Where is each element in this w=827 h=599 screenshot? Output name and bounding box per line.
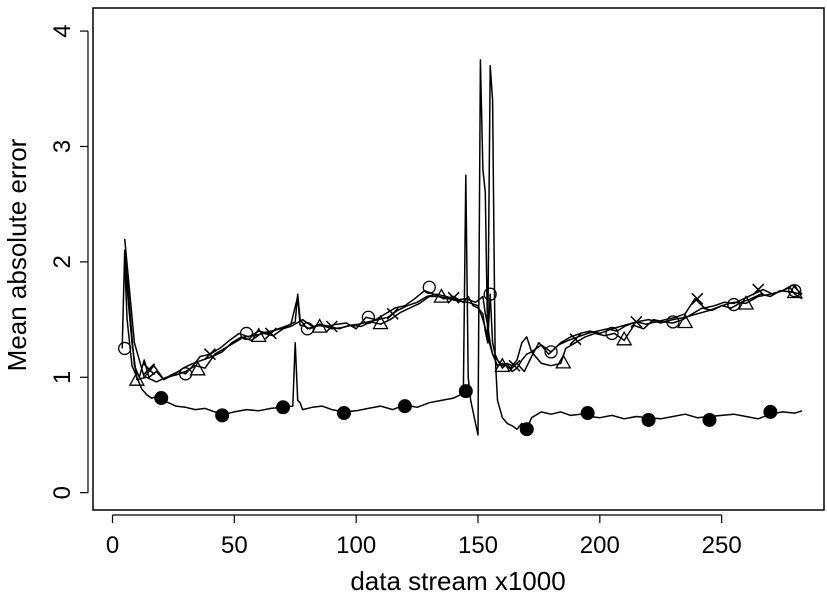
series-4-marker — [763, 404, 778, 419]
series-1-marker — [239, 326, 254, 341]
x-tick-label: 50 — [221, 532, 248, 559]
x-tick-label: 150 — [458, 532, 498, 559]
series-2-marker — [555, 353, 572, 369]
y-axis-title: Mean absolute error — [2, 138, 32, 371]
series-4-marker — [458, 384, 473, 399]
series-line-2 — [123, 261, 803, 383]
series-2-marker — [372, 314, 389, 330]
x-tick-label: 0 — [106, 532, 119, 559]
series-3-marker — [325, 320, 338, 333]
x-tick-label: 200 — [580, 532, 620, 559]
series-2-marker — [737, 295, 755, 310]
series-1-marker — [605, 326, 619, 341]
series-2-marker — [616, 330, 633, 346]
series-2-marker — [250, 327, 267, 342]
series-1-marker — [118, 341, 132, 356]
series-2-marker — [786, 283, 803, 299]
series-4-marker — [154, 391, 169, 406]
series-4-marker — [276, 400, 291, 415]
series-2-marker — [494, 357, 511, 372]
series-3-marker — [691, 292, 704, 305]
series-3-marker — [203, 348, 216, 361]
series-3-marker — [264, 327, 277, 340]
series-3-marker — [508, 359, 521, 372]
series-1-marker — [666, 315, 680, 329]
plot-frame — [92, 7, 825, 511]
series-3-marker — [447, 291, 460, 304]
series-4-marker — [641, 412, 656, 427]
series-4-marker — [336, 406, 351, 421]
series-1-marker — [300, 322, 315, 336]
y-tick-label: 0 — [49, 486, 76, 499]
series-lines — [121, 59, 803, 436]
series-2-marker — [677, 313, 694, 329]
series-2-marker — [311, 318, 328, 333]
series-4-marker — [580, 406, 595, 421]
series-1-marker — [361, 310, 375, 324]
y-tick-label: 4 — [49, 24, 76, 37]
series-3-marker — [630, 315, 643, 328]
series-3-marker — [386, 307, 399, 320]
series-4-marker — [397, 399, 412, 414]
series-line-1 — [121, 249, 803, 381]
x-tick-label: 250 — [702, 532, 742, 559]
series-markers — [118, 280, 803, 437]
y-axis: 0 1 2 3 4 — [49, 24, 89, 499]
x-axis-title: data stream x1000 — [350, 566, 565, 596]
series-2-marker — [189, 360, 206, 376]
series-4-marker — [215, 408, 230, 423]
x-tick-label: 100 — [336, 532, 376, 559]
series-4-marker — [702, 412, 717, 427]
series-3-marker — [143, 363, 156, 376]
series-line-4 — [123, 59, 803, 436]
series-3-marker — [752, 283, 765, 296]
series-2-marker — [128, 371, 145, 386]
y-tick-label: 1 — [49, 371, 76, 384]
y-tick-label: 2 — [49, 255, 76, 268]
series-3-marker — [569, 333, 582, 346]
series-4-marker — [519, 422, 534, 437]
series-1-marker — [544, 345, 558, 359]
y-tick-label: 3 — [49, 140, 76, 153]
series-1-marker — [483, 287, 497, 301]
series-1-marker — [422, 280, 436, 294]
series-1-marker — [727, 297, 741, 312]
series-2-marker — [433, 288, 450, 303]
x-axis: 0 50 100 150 200 250 — [106, 514, 742, 559]
